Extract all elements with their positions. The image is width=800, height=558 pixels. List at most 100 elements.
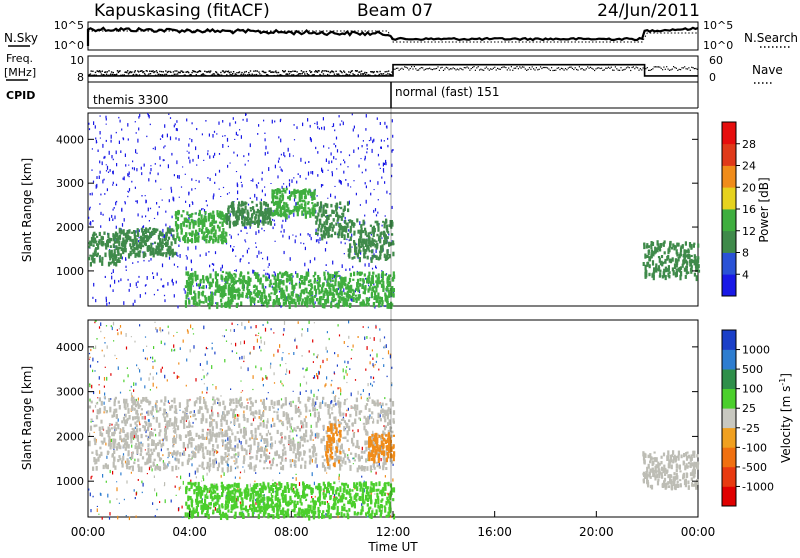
scatter-point [183,340,184,343]
heatmap-cell [289,304,291,309]
freq-sample [594,70,595,71]
scatter-point [150,373,151,375]
scatter-point [213,193,214,196]
heatmap-cell [140,453,142,456]
scatter-point [305,162,306,164]
heatmap-cell [314,295,316,298]
freq-sample [403,69,404,70]
scatter-point [92,421,93,422]
scatter-point [265,152,266,155]
freq-sample [419,68,420,69]
freq-sample [278,72,279,73]
heatmap-cell [150,465,152,468]
freq-sample [455,69,456,70]
nave-step-line [88,65,698,76]
heatmap-cell [183,239,185,241]
heatmap-cell [311,284,313,286]
heatmap-cell [333,218,335,222]
heatmap-cell [232,204,234,210]
heatmap-cell [344,292,346,295]
freq-sample [361,71,362,72]
heatmap-cell [234,221,236,227]
heatmap-cell [203,467,205,470]
heatmap-cell [296,206,298,211]
scatter-point [222,429,223,431]
scatter-point [388,493,389,495]
freq-sample [530,69,531,70]
heatmap-cell [314,272,316,276]
scatter-point [317,239,318,242]
freq-sample [292,71,293,72]
scatter-point [280,139,281,143]
scatter-point [363,140,364,142]
freq-sample [519,66,520,67]
heatmap-cell [133,230,135,233]
heatmap-cell [229,223,231,229]
heatmap-cell [290,447,292,451]
heatmap-cell [326,216,328,219]
colorbar-tick-label: 8 [742,247,749,260]
scatter-point [377,181,378,185]
freq-sample [95,72,96,73]
scatter-point [346,410,347,412]
scatter-point [209,155,210,158]
freq-sample [543,67,544,68]
heatmap-cell [187,444,189,449]
scatter-point [263,379,264,380]
heatmap-cell [203,231,205,234]
freq-sample [605,68,606,69]
scatter-point [384,181,385,184]
freq-sample [433,68,434,69]
scatter-point [300,383,301,386]
freq-sample [532,66,533,67]
heatmap-cell [151,251,153,255]
heatmap-cell [262,221,264,225]
scatter-point [150,389,151,391]
heatmap-cell [341,297,343,301]
scatter-point [246,118,247,122]
heatmap-cell [660,261,662,265]
freq-sample [174,70,175,71]
freq-sample [235,74,236,75]
scatter-point [366,151,367,153]
scatter-point [347,373,348,376]
scatter-point [100,138,101,139]
heatmap-cell [324,300,326,304]
scatter-point [159,156,160,160]
heatmap-cell [288,301,290,304]
freq-sample [521,68,522,69]
heatmap-cell [270,292,272,294]
scatter-point [339,115,340,117]
heatmap-cell [291,280,293,283]
freq-sample [510,69,511,70]
freq-sample [508,68,509,69]
freq-sample [113,72,114,73]
freq-sample [417,70,418,71]
heatmap-cell [349,295,351,299]
scatter-point [199,180,200,182]
scatter-point [255,472,256,474]
heatmap-cell [158,250,160,255]
scatter-point [295,236,296,238]
scatter-point [90,193,91,195]
scatter-point [126,480,127,483]
scatter-point [176,423,177,427]
scatter-point [393,464,394,466]
scatter-point [238,414,239,417]
freq-sample [475,70,476,71]
scatter-point [90,357,91,358]
scatter-point [199,286,200,289]
heatmap-cell [266,216,268,221]
freq-sample [447,68,448,69]
scatter-point [296,474,297,475]
heatmap-cell [348,254,350,257]
scatter-point [203,475,204,479]
freq-sample [507,69,508,70]
scatter-point [236,132,237,135]
scatter-point [187,329,188,331]
heatmap-cell [355,410,357,416]
scatter-point [235,414,236,417]
heatmap-cell [303,450,305,456]
scatter-point [185,174,186,175]
scatter-point [232,248,233,252]
